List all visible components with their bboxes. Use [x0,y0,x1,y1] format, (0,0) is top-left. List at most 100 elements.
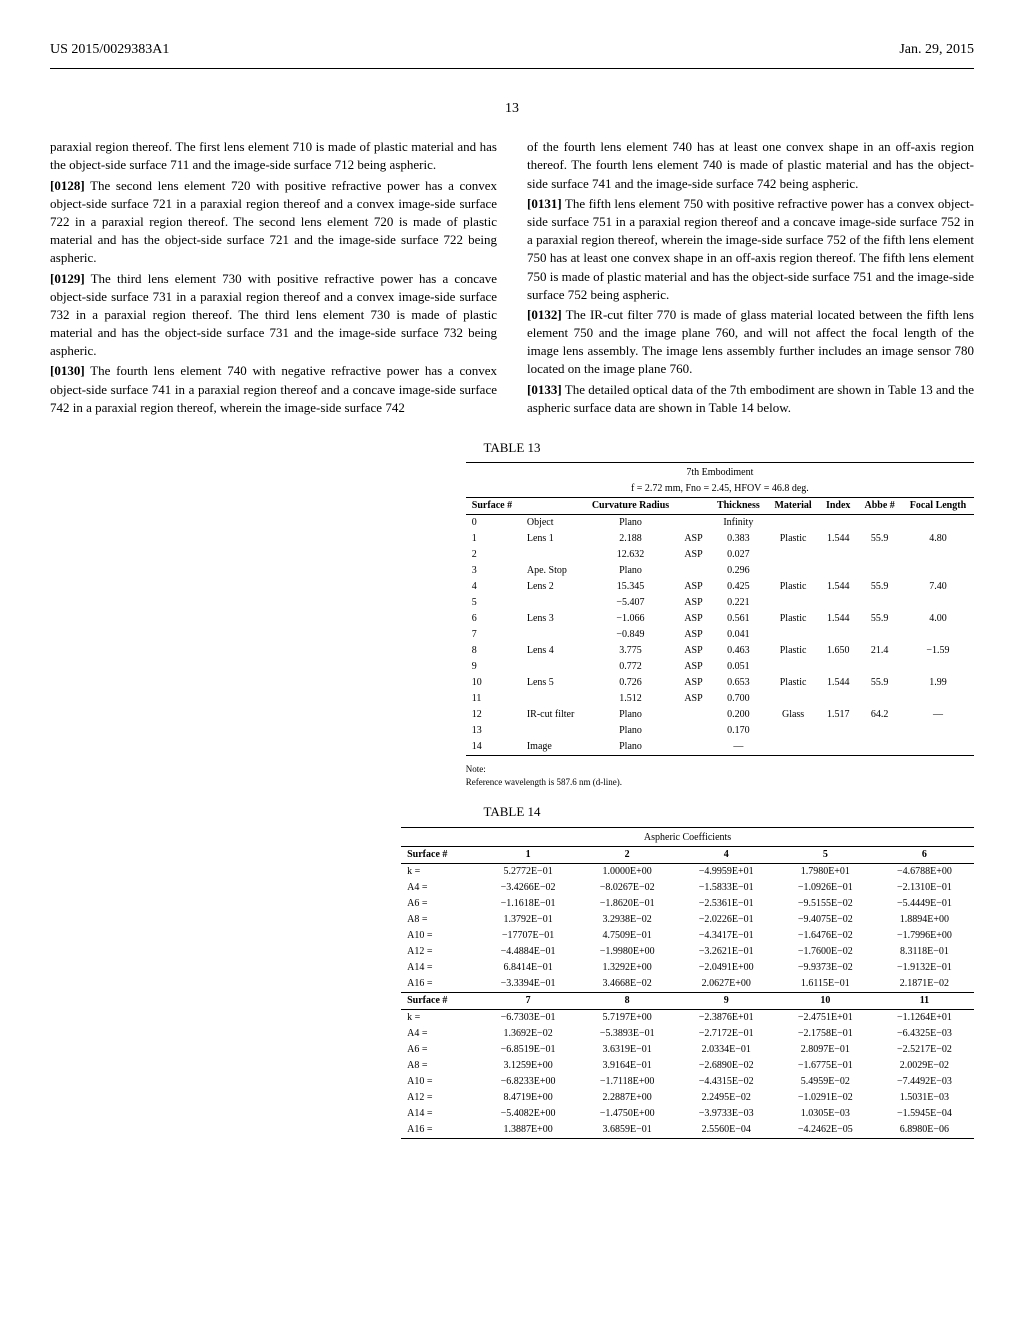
table-header-cell: Surface # [401,992,478,1009]
table-cell: −1.8620E−01 [578,896,677,912]
paragraph: [0128] The second lens element 720 with … [50,177,497,268]
table-cell [902,563,974,579]
table14-body1: k =5.2772E−011.0000E+00−4.9959E+011.7980… [401,863,974,992]
table-cell [521,547,584,563]
table-cell: 14 [466,739,521,756]
table-cell: 3.9164E−01 [578,1058,677,1074]
table-row: 8Lens 43.775ASP0.463Plastic1.65021.4−1.5… [466,643,974,659]
table-cell: Plastic [767,611,819,627]
table-cell: 4.7509E−01 [578,928,677,944]
table-cell: ASP [678,675,710,691]
table-cell: −2.7172E−01 [677,1026,776,1042]
table-cell: A12 = [401,944,478,960]
table-header-cell: 8 [578,992,677,1009]
table-cell: 0.200 [710,707,768,723]
table14-sub: Aspheric Coefficients [401,830,974,847]
para-text: The second lens element 720 with positiv… [50,178,497,266]
table-cell: −3.3394E−01 [479,976,578,993]
table-cell: 55.9 [857,531,902,547]
table-cell [819,723,857,739]
table-cell: −1.0291E−02 [776,1090,875,1106]
table-cell: −1.0926E−01 [776,880,875,896]
table-cell: −1.5945E−04 [875,1106,974,1122]
table-cell: −5.3893E−01 [578,1026,677,1042]
table-cell: A12 = [401,1090,478,1106]
table-cell [767,691,819,707]
table-cell [857,547,902,563]
table-cell: 1.544 [819,675,857,691]
table-cell: 3.1259E+00 [479,1058,578,1074]
table-cell: −9.5155E−02 [776,896,875,912]
table-cell [767,659,819,675]
table-cell [819,515,857,532]
table-cell: A14 = [401,960,478,976]
note-text: Reference wavelength is 587.6 nm (d-line… [466,776,974,789]
table-cell [678,707,710,723]
table-cell: −2.0226E−01 [677,912,776,928]
table-cell [819,659,857,675]
table-cell: ASP [678,659,710,675]
table-row: 6Lens 3−1.066ASP0.561Plastic1.54455.94.0… [466,611,974,627]
table-header-cell: 10 [776,992,875,1009]
table-cell: 10 [466,675,521,691]
table-row: 212.632ASP0.027 [466,547,974,563]
table-cell: 0.561 [710,611,768,627]
table-header-cell: 6 [875,846,974,863]
table-cell: Plano [583,515,677,532]
table-cell: 1.0305E−03 [776,1106,875,1122]
table-header-cell: Index [819,498,857,515]
table-cell [819,739,857,756]
para-text: The fourth lens element 740 with negativ… [50,363,497,414]
table13: 7th Embodiment f = 2.72 mm, Fno = 2.45, … [466,462,974,758]
table-cell: −5.4449E−01 [875,896,974,912]
table-row: 12IR-cut filterPlano0.200Glass1.51764.2— [466,707,974,723]
table-cell [521,723,584,739]
table-cell: −6.7303E−01 [479,1009,578,1026]
right-column: of the fourth lens element 740 has at le… [527,138,974,419]
table-header-cell [521,498,584,515]
table-cell: −4.3417E−01 [677,928,776,944]
table-cell: 12.632 [583,547,677,563]
table-cell: 5.7197E+00 [578,1009,677,1026]
para-num: [0128] [50,178,85,193]
table-cell: Plastic [767,579,819,595]
table-cell: 6.8980E−06 [875,1122,974,1139]
table-cell: 0.027 [710,547,768,563]
table-cell: 2.8097E−01 [776,1042,875,1058]
table-cell: 55.9 [857,611,902,627]
table-row: A12 =−4.4884E−01−1.9980E+00−3.2621E−01−1… [401,944,974,960]
table-cell: 55.9 [857,675,902,691]
table-row: 10Lens 50.726ASP0.653Plastic1.54455.91.9… [466,675,974,691]
text-columns: paraxial region thereof. The first lens … [50,138,974,419]
table-cell: Plano [583,739,677,756]
table-row: 7−0.849ASP0.041 [466,627,974,643]
table-cell: Glass [767,707,819,723]
table-cell: 2.2495E−02 [677,1090,776,1106]
table-cell: −6.8519E−01 [479,1042,578,1058]
table-cell: k = [401,863,478,880]
table-cell: 8.3118E−01 [875,944,974,960]
table-cell: −3.9733E−03 [677,1106,776,1122]
table-cell: Lens 2 [521,579,584,595]
table-cell: 1.544 [819,611,857,627]
table-row: A8 =3.1259E+003.9164E−01−2.6890E−02−1.67… [401,1058,974,1074]
table-row: k =5.2772E−011.0000E+00−4.9959E+011.7980… [401,863,974,880]
table-cell: 6.8414E−01 [479,960,578,976]
table-cell [678,563,710,579]
table-cell: Lens 5 [521,675,584,691]
table-cell: 2.0334E−01 [677,1042,776,1058]
para-num: [0130] [50,363,85,378]
table-header-cell: Material [767,498,819,515]
table-cell: ASP [678,547,710,563]
table-cell [819,563,857,579]
table-row: k =−6.7303E−015.7197E+00−2.3876E+01−2.47… [401,1009,974,1026]
table-cell: — [710,739,768,756]
table-cell: −4.4884E−01 [479,944,578,960]
table-cell: 0.051 [710,659,768,675]
table-row: 5−5.407ASP0.221 [466,595,974,611]
table-cell: 2.188 [583,531,677,547]
table-cell: −3.2621E−01 [677,944,776,960]
table-cell: ASP [678,643,710,659]
table-header-cell: Surface # [466,498,521,515]
table-cell: A4 = [401,1026,478,1042]
